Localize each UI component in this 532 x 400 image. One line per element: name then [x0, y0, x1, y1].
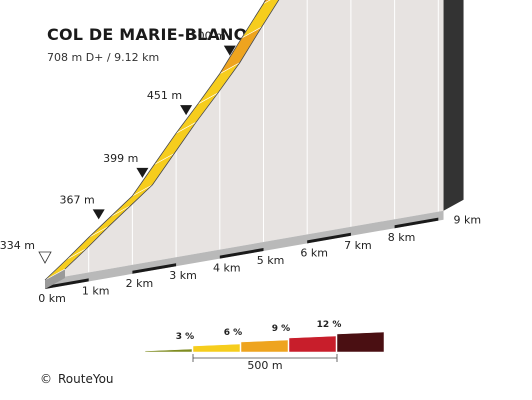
elevation-marker-icon	[92, 209, 105, 220]
base-stripe	[307, 232, 351, 244]
profile-back-edge	[64, 0, 280, 270]
legend-swatch	[192, 343, 241, 353]
elevation-label: 367 m	[59, 193, 94, 206]
elevation-marker-icon	[136, 167, 149, 178]
credit-text: RouteYou	[58, 372, 114, 386]
credit: © RouteYou	[40, 372, 114, 386]
start-flag-icon	[38, 251, 52, 264]
elevation-label: 399 m	[103, 152, 138, 165]
base-stripe	[132, 263, 177, 274]
profile-walls	[45, 0, 464, 289]
km-tick-label: 2 km	[126, 277, 154, 290]
km-tick-label: 9 km	[454, 214, 482, 227]
base-stripe	[219, 248, 264, 259]
km-tick-label: 8 km	[388, 231, 416, 244]
front-wall	[45, 0, 444, 280]
km-tick-label: 6 km	[300, 246, 328, 259]
legend-threshold-label: 3 %	[176, 332, 194, 342]
km-tick-label: 4 km	[213, 262, 241, 275]
legend-swatch	[336, 331, 385, 353]
legend-swatch	[240, 339, 289, 353]
legend-scale-label: 500 m	[247, 359, 282, 372]
chart-title: COL DE MARIE-BLANQUE	[47, 25, 272, 44]
profile-front-edge	[44, 0, 266, 281]
legend-swatch	[144, 348, 193, 353]
chart-subtitle: 708 m D+ / 9.12 km	[47, 51, 160, 64]
legend-threshold-label: 9 %	[272, 324, 290, 334]
profile-edges	[44, 0, 280, 281]
end-cap	[443, 0, 464, 211]
start-cap	[45, 269, 65, 289]
elevation-marker-icon	[180, 105, 193, 116]
km-tick-label: 7 km	[344, 239, 372, 252]
km-tick-label: 1 km	[82, 284, 110, 297]
distance-ticks: 0 km 1 km 2 km 3 km 4 km 5 km 6 km 7 km 8 km 9 km	[38, 214, 481, 305]
km-tick-label: 0 km	[38, 292, 66, 305]
legend-threshold-label: 6 %	[224, 328, 242, 338]
legend-swatch	[288, 335, 337, 353]
elevation-label: 451 m	[147, 89, 182, 102]
legend-threshold-label: 12 %	[317, 320, 342, 330]
gradient-legend: 3 % 6 % 9 % 12 % 500 m	[144, 320, 385, 372]
elevation-marker-icon	[223, 45, 236, 56]
km-tick-label: 3 km	[169, 269, 197, 282]
elevation-label-start: 334 m	[0, 239, 35, 252]
base-stripe	[45, 278, 89, 289]
km-tick-label: 5 km	[257, 254, 285, 267]
copyright-icon: ©	[40, 372, 52, 386]
base-stripe	[394, 217, 439, 229]
elevation-label: 500 m	[191, 30, 226, 43]
